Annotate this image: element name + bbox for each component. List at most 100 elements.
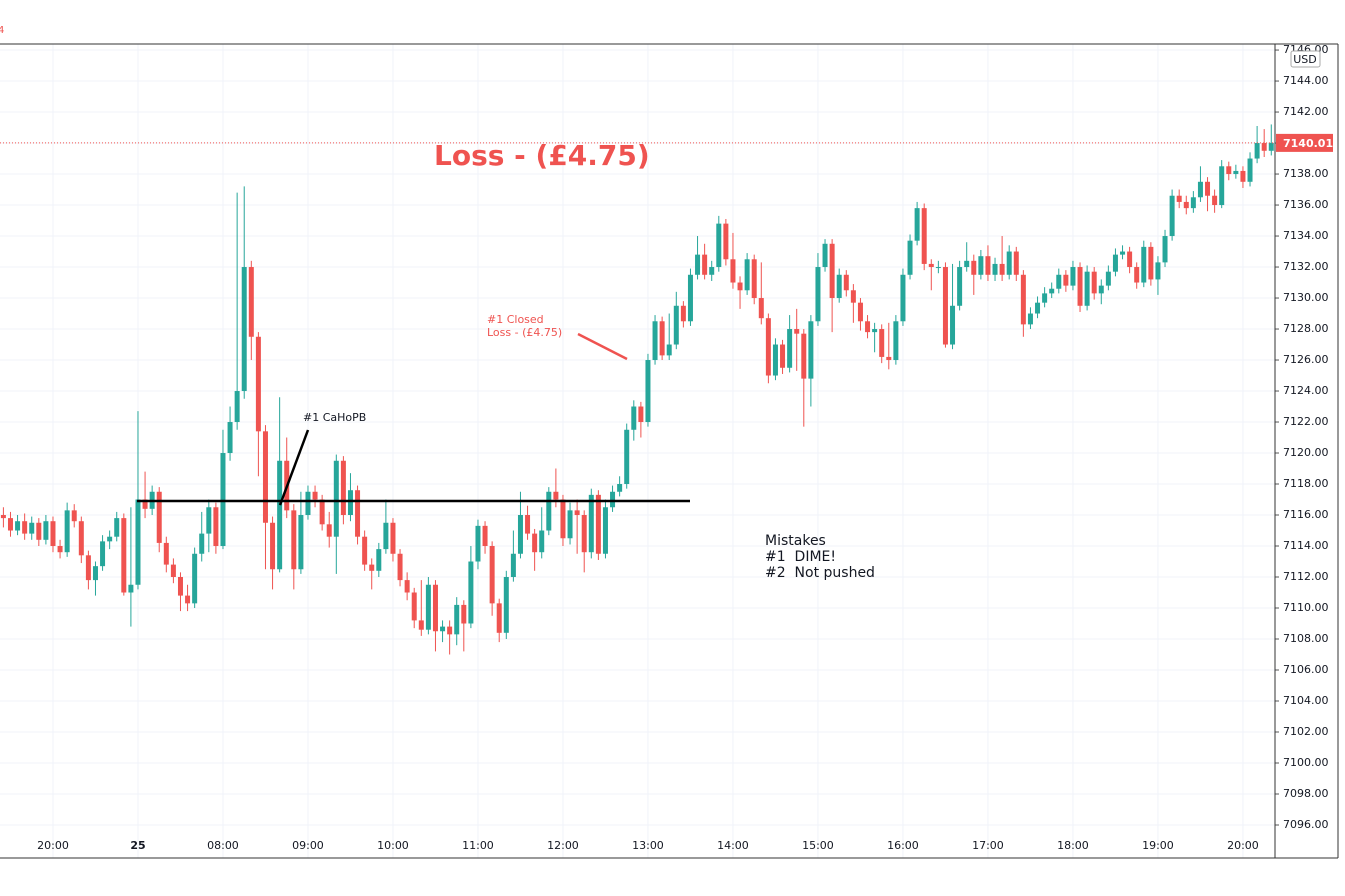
candle-body [340,460,346,516]
candle-body [617,484,623,492]
y-tick-label: 7126.00 [1283,353,1329,366]
currency-badge [1290,50,1321,68]
candle-body [730,259,736,283]
candle-body [843,274,849,291]
entry-note: #1 CaHoPB [303,411,366,424]
candle-body [22,521,28,534]
candle-body [999,263,1005,275]
candle-body [1127,251,1133,268]
x-tick-label: 13:00 [632,839,664,852]
candle-body [950,305,956,345]
candle-body [1219,166,1225,206]
candle-body [241,267,247,392]
candle-body [128,584,134,593]
y-tick-label: 7134.00 [1283,229,1329,242]
candle-body [1205,181,1211,196]
candle-body [1141,246,1147,283]
candle-body [567,510,573,539]
y-tick-label: 7116.00 [1283,508,1329,521]
candle-body [787,329,793,368]
candle-body [1233,170,1239,175]
candle-body [645,360,651,423]
x-tick-label: 12:00 [547,839,579,852]
candle-body [652,321,658,361]
candle-body [702,254,708,275]
candle-body [36,522,42,540]
candle-body [850,290,856,303]
candle-body [369,564,375,571]
x-tick-label: 09:00 [292,839,324,852]
candle-body [602,507,608,554]
corner-label: 4 [0,25,4,36]
candle-body [277,460,283,570]
candle-body [92,566,98,581]
candle-body [780,344,786,368]
candle-body [262,431,268,523]
candle-body [425,584,431,630]
candle-body [1197,181,1203,198]
candle-body [64,510,70,553]
y-tick-label: 7136.00 [1283,198,1329,211]
x-tick-label: 16:00 [887,839,919,852]
candle-body [822,243,828,268]
candle-body [794,329,800,334]
candle-body [156,491,162,543]
candle-body [815,267,821,322]
candle-body [71,510,77,522]
x-tick-label: 15:00 [802,839,834,852]
candle-body [517,515,523,554]
candle-body [1155,262,1161,280]
last-price-label: 7140.01 [1283,137,1333,150]
candle-body [1148,246,1154,280]
y-tick-label: 7096.00 [1283,818,1329,831]
y-tick-label: 7128.00 [1283,322,1329,335]
candle-body [15,521,21,531]
last-price-badge [1276,133,1333,152]
y-tick-label: 7122.00 [1283,415,1329,428]
candle-body [659,321,665,356]
x-tick-label: 17:00 [972,839,1004,852]
candle-body [7,518,13,531]
y-tick-label: 7130.00 [1283,291,1329,304]
y-tick-label: 7142.00 [1283,105,1329,118]
candle-body [1020,274,1026,325]
candle-body [1063,274,1069,286]
candle-body [610,491,616,508]
candle-body [1162,236,1168,263]
candle-body [1006,251,1012,275]
candle-body [482,525,488,547]
candle-body [489,546,495,604]
y-tick-label: 7138.00 [1283,167,1329,180]
candle-body [418,620,424,630]
candle-body [758,298,764,319]
candle-body [893,321,899,361]
candle-body [687,274,693,322]
y-tick-label: 7118.00 [1283,477,1329,490]
candle-body [1240,170,1246,182]
closed-pointer [577,332,628,361]
candle-body [595,494,601,554]
candle-body [1247,158,1253,182]
candle-body [1098,285,1104,294]
candle-body [192,553,198,604]
y-tick-label: 7104.00 [1283,694,1329,707]
candle-body [900,274,906,322]
candle-body [135,499,141,585]
candle-body [234,391,240,423]
y-tick-label: 7112.00 [1283,570,1329,583]
candle-body [865,321,871,333]
candle-body [411,592,417,621]
candle-body [525,515,531,534]
candle-body [107,536,113,542]
candle-body [964,260,970,268]
candle-body [333,460,339,537]
candle-body [29,522,35,534]
x-tick-label: 11:00 [462,839,494,852]
candle-body [716,223,722,268]
candle-body [114,518,120,537]
y-tick-label: 7120.00 [1283,446,1329,459]
candle-body [1027,313,1033,325]
candle-body [907,240,913,275]
y-tick-label: 7114.00 [1283,539,1329,552]
candle-body [199,533,205,554]
